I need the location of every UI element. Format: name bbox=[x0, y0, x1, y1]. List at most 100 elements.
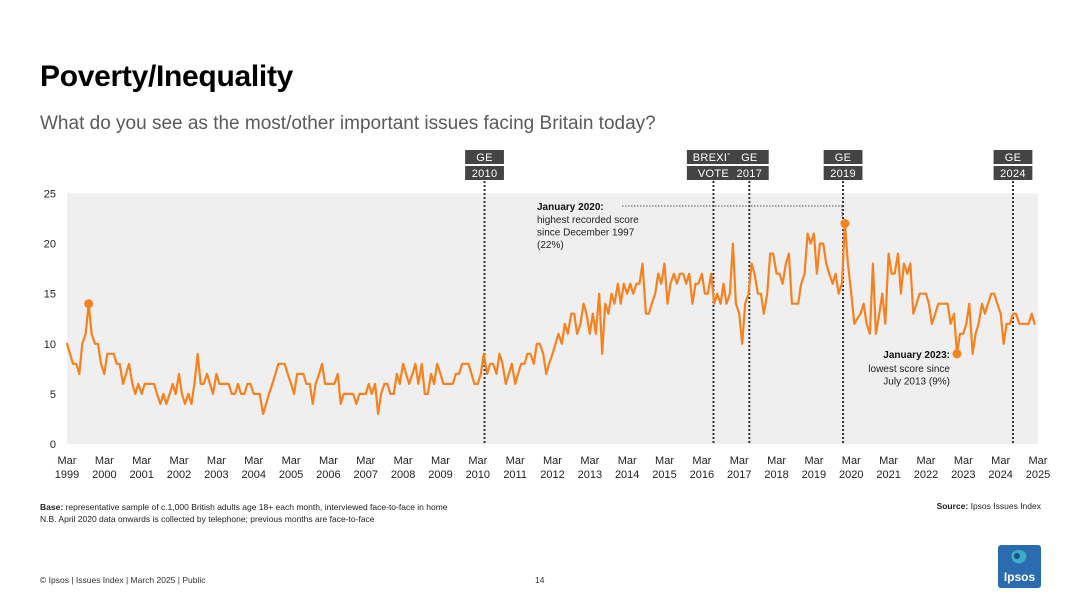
event-label: 2010 bbox=[472, 168, 498, 180]
event-label-box bbox=[686, 150, 741, 164]
x-tick-label-year: 2008 bbox=[391, 469, 415, 481]
x-tick-label-month: Mar bbox=[879, 455, 898, 467]
x-tick-label-year: 2004 bbox=[241, 469, 265, 481]
annotation-text: since December 1997 bbox=[537, 228, 635, 239]
ipsos-logo: Ipsos bbox=[998, 545, 1041, 588]
x-tick-label-month: Mar bbox=[991, 455, 1010, 467]
event-label-box bbox=[993, 150, 1033, 164]
x-tick-label-year: 2013 bbox=[578, 469, 602, 481]
highlight-point bbox=[840, 219, 850, 229]
x-tick-label-year: 2001 bbox=[129, 469, 153, 481]
x-tick-label-month: Mar bbox=[319, 455, 338, 467]
x-tick-label-year: 2014 bbox=[615, 469, 639, 481]
annotation-title: January 2020: bbox=[537, 202, 604, 213]
source-label: Source: bbox=[936, 501, 969, 511]
line-chart: 0 5 10 15 20 25 Mar 1999 Mar 2000 Mar 2001 Mar 2002 Ma… bbox=[44, 150, 1050, 481]
x-tick-label-year: 2021 bbox=[876, 469, 900, 481]
y-tick-label: 20 bbox=[44, 239, 56, 251]
x-tick-label-year: 2015 bbox=[652, 469, 676, 481]
x-tick-label-month: Mar bbox=[207, 455, 226, 467]
y-tick-label: 0 bbox=[50, 439, 56, 451]
event-label-box bbox=[993, 166, 1033, 180]
x-tick-label-month: Mar bbox=[1029, 455, 1048, 467]
series-line bbox=[65, 222, 1036, 415]
x-tick-label-year: 2011 bbox=[503, 469, 527, 481]
x-tick-label-month: Mar bbox=[244, 455, 263, 467]
event-label: 2024 bbox=[1000, 168, 1026, 180]
x-tick-label-year: 2009 bbox=[428, 469, 452, 481]
y-tick-label: 15 bbox=[44, 289, 56, 301]
x-tick-label-year: 2020 bbox=[839, 469, 863, 481]
x-tick-label-year: 2000 bbox=[92, 469, 116, 481]
logo-text: Ipsos bbox=[1004, 570, 1036, 584]
x-tick-label-month: Mar bbox=[431, 455, 450, 467]
event-label-box bbox=[823, 150, 863, 164]
x-tick-label-year: 2017 bbox=[727, 469, 751, 481]
event-label-box bbox=[465, 150, 504, 164]
x-tick-label-month: Mar bbox=[767, 455, 786, 467]
x-tick-label-year: 2018 bbox=[764, 469, 788, 481]
x-tick-label-month: Mar bbox=[543, 455, 562, 467]
annotation-text: lowest score since bbox=[868, 364, 950, 375]
event-label-box bbox=[465, 166, 504, 180]
x-tick-label-year: 2019 bbox=[802, 469, 826, 481]
event-label: GE bbox=[476, 152, 493, 164]
event-label: BREXIT bbox=[693, 152, 735, 164]
x-tick-label-year: 2010 bbox=[466, 469, 490, 481]
event-label-box bbox=[686, 166, 741, 180]
nb-text: N.B. April 2020 data onwards is collecte… bbox=[40, 514, 375, 524]
x-tick-label-year: 2003 bbox=[204, 469, 228, 481]
y-tick-label: 25 bbox=[44, 189, 56, 201]
x-tick-label-year: 2012 bbox=[540, 469, 564, 481]
x-tick-label-year: 2024 bbox=[988, 469, 1012, 481]
x-tick-label-month: Mar bbox=[618, 455, 637, 467]
x-tick-label-year: 2007 bbox=[354, 469, 378, 481]
event-label-box bbox=[729, 166, 769, 180]
footer-text: © Ipsos | Issues Index | March 2025 | Pu… bbox=[40, 575, 206, 585]
x-tick-label-month: Mar bbox=[655, 455, 674, 467]
x-tick-label-month: Mar bbox=[95, 455, 114, 467]
highlight-point bbox=[84, 299, 94, 309]
event-label-box bbox=[729, 150, 769, 164]
event-label: GE bbox=[1005, 152, 1022, 164]
base-label: Base: bbox=[40, 502, 64, 512]
page-number: 14 bbox=[535, 575, 545, 585]
x-tick-label-year: 2022 bbox=[914, 469, 938, 481]
event-label: 2017 bbox=[736, 168, 762, 180]
x-tick-label-month: Mar bbox=[916, 455, 935, 467]
y-tick-label: 10 bbox=[44, 339, 56, 351]
x-tick-label-month: Mar bbox=[580, 455, 599, 467]
x-tick-label-month: Mar bbox=[954, 455, 973, 467]
x-tick-label-month: Mar bbox=[132, 455, 151, 467]
x-tick-label-year: 2016 bbox=[690, 469, 714, 481]
x-tick-label-month: Mar bbox=[394, 455, 413, 467]
x-tick-label-year: 1999 bbox=[55, 469, 79, 481]
x-tick-label-month: Mar bbox=[356, 455, 375, 467]
x-tick-label-month: Mar bbox=[506, 455, 525, 467]
x-tick-label-month: Mar bbox=[170, 455, 189, 467]
page-title: Poverty/Inequality bbox=[40, 60, 294, 93]
base-note: Base: representative sample of c.1,000 B… bbox=[40, 501, 448, 525]
annotation-text: July 2013 (9%) bbox=[883, 377, 950, 388]
x-tick-label-month: Mar bbox=[730, 455, 749, 467]
event-label: GE bbox=[835, 152, 852, 164]
x-tick-label-month: Mar bbox=[58, 455, 77, 467]
x-tick-label-month: Mar bbox=[842, 455, 861, 467]
x-tick-label-year: 2002 bbox=[167, 469, 191, 481]
event-label: GE bbox=[741, 152, 758, 164]
x-tick-label-month: Mar bbox=[282, 455, 301, 467]
x-tick-label-year: 2006 bbox=[316, 469, 340, 481]
event-label: 2019 bbox=[830, 168, 856, 180]
x-tick-label-month: Mar bbox=[468, 455, 487, 467]
event-label: VOTE bbox=[698, 168, 729, 180]
annotation-title: January 2023: bbox=[883, 350, 950, 361]
x-tick-label-month: Mar bbox=[692, 455, 711, 467]
source-note: Source: Ipsos Issues Index bbox=[937, 501, 1041, 511]
y-tick-label: 5 bbox=[50, 389, 56, 401]
source-text: Ipsos Issues Index bbox=[970, 501, 1041, 511]
x-tick-label-month: Mar bbox=[804, 455, 823, 467]
x-tick-label-year: 2023 bbox=[951, 469, 975, 481]
highlight-point bbox=[952, 349, 962, 359]
annotation-text: (22%) bbox=[537, 240, 564, 251]
event-label-box bbox=[823, 166, 863, 180]
